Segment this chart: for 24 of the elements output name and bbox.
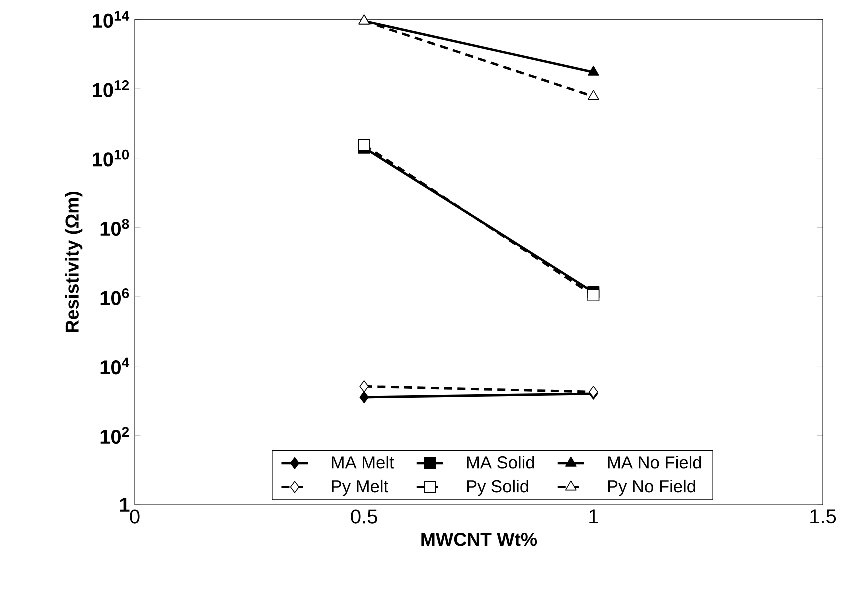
x-tick-label: 1.5 <box>810 510 836 524</box>
legend-label: MA Melt <box>332 456 394 469</box>
x-tick-label: 0.5 <box>351 510 378 524</box>
legend-label: MA Solid <box>467 456 534 469</box>
point <box>588 290 600 302</box>
x-tick-label: 1 <box>590 510 598 524</box>
legend-label: Py No Field <box>608 480 696 496</box>
y-tick-label: 10$^{8}$ <box>100 219 130 236</box>
y-tick-label: 1 <box>120 498 130 512</box>
legend-label: Py Solid <box>467 480 528 496</box>
point <box>358 139 370 152</box>
x-tick-label: 0 <box>130 510 140 524</box>
point <box>360 392 369 404</box>
y-tick-label: 10$^{10}$ <box>93 150 130 167</box>
y-tick-label: 10$^{4}$ <box>100 358 130 375</box>
legend-label: Py Melt <box>332 480 388 496</box>
point <box>360 380 369 393</box>
y-tick-label: 10$^{14}$ <box>93 11 130 28</box>
y-tick-label: 10$^{2}$ <box>100 427 130 444</box>
y-tick-label: 10$^{6}$ <box>100 288 130 306</box>
y-tick-label: 10$^{12}$ <box>93 80 130 98</box>
legend-label: MA No Field <box>608 456 702 469</box>
y-axis-title: Resistivity (Ωm) <box>65 192 83 332</box>
x-axis-title: MWCNT Wt% <box>422 532 538 546</box>
